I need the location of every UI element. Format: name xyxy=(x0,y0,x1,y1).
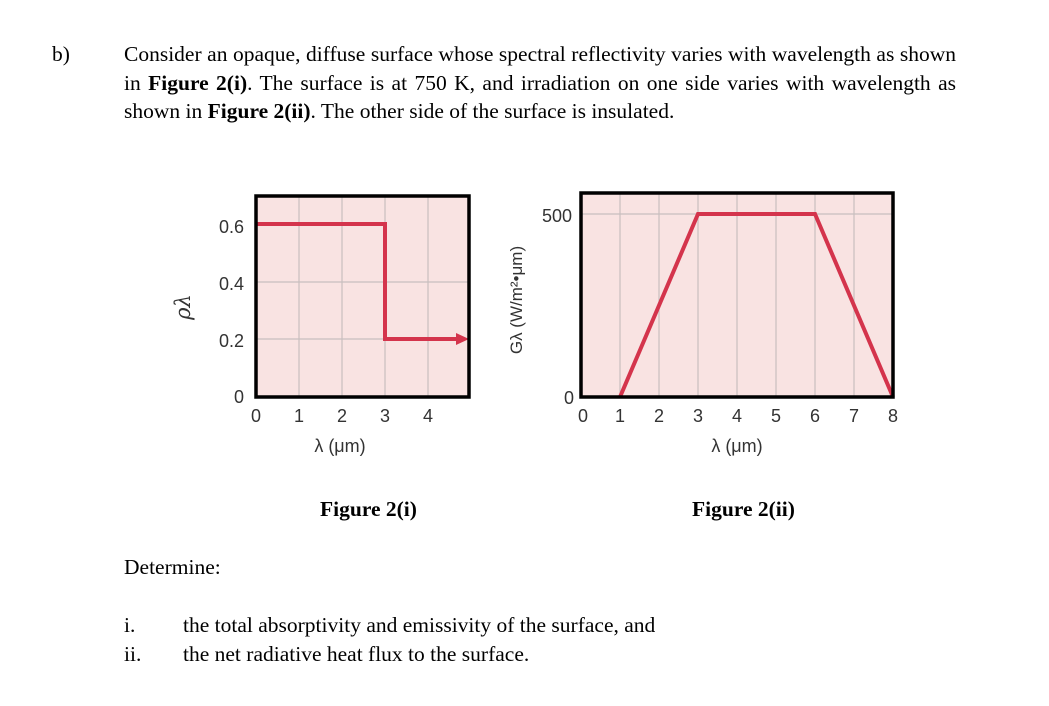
x-tick: 1 xyxy=(615,406,625,426)
x-tick: 8 xyxy=(888,406,898,426)
x-axis-label: λ (μm) xyxy=(711,436,762,456)
y-tick: 0.2 xyxy=(219,331,244,351)
reflectivity-line xyxy=(256,222,462,341)
y-axis-ticks: 500 0 xyxy=(542,206,574,408)
x-tick: 3 xyxy=(693,406,703,426)
y-axis-label: Gλ (W/m²•μm) xyxy=(507,246,526,354)
x-tick: 2 xyxy=(654,406,664,426)
figure-caption-2: Figure 2(ii) xyxy=(692,497,795,521)
arrow-head-icon xyxy=(456,333,469,345)
item-text: the total absorptivity and emissivity of… xyxy=(183,613,656,637)
determine-heading: Determine: xyxy=(124,555,221,579)
question-text-part: . The other side of the surface is insul… xyxy=(310,99,675,123)
question-text-part: . The surface is at 750 K, and irradiati… xyxy=(124,70,956,124)
irradiation-line xyxy=(618,212,895,398)
item-number: ii. xyxy=(124,642,142,666)
x-tick: 3 xyxy=(380,406,390,426)
figure-caption-1: Figure 2(i) xyxy=(320,497,417,521)
x-tick: 5 xyxy=(771,406,781,426)
x-tick: 4 xyxy=(423,406,433,426)
irradiation-chart: 500 0 0 1 2 3 4 5 6 7 8 λ (μm) Gλ (W/m²•… xyxy=(507,191,898,456)
plot-frame xyxy=(254,194,471,399)
x-tick: 6 xyxy=(810,406,820,426)
x-tick: 0 xyxy=(251,406,261,426)
y-tick: 0 xyxy=(564,388,574,408)
question-text-part: Consider an opaque, diffuse surface whos… xyxy=(124,42,956,95)
question-label: b) xyxy=(52,42,70,66)
reflectivity-chart: 0.6 0.4 0.2 0 0 1 2 3 4 λ (μm) ρλ xyxy=(171,194,471,456)
y-axis-ticks: 0.6 0.4 0.2 0 xyxy=(219,217,244,407)
y-tick: 0.4 xyxy=(219,274,244,294)
x-axis-label: λ (μm) xyxy=(314,436,365,456)
x-tick: 7 xyxy=(849,406,859,426)
x-tick: 0 xyxy=(578,406,588,426)
plot-area xyxy=(256,196,469,397)
x-axis-ticks: 0 1 2 3 4 5 6 7 8 xyxy=(578,406,898,426)
y-axis-label: ρλ xyxy=(171,294,195,321)
item-number: i. xyxy=(124,613,136,637)
y-tick: 0 xyxy=(234,387,244,407)
y-tick: 500 xyxy=(542,206,572,226)
figure-ref-1: Figure 2(i) xyxy=(148,70,248,95)
x-tick: 1 xyxy=(294,406,304,426)
x-tick: 4 xyxy=(732,406,742,426)
plot-frame xyxy=(579,191,895,399)
y-tick: 0.6 xyxy=(219,217,244,237)
question-text: Consider an opaque, diffuse surface whos… xyxy=(124,40,956,126)
x-tick: 2 xyxy=(337,406,347,426)
figure-ref-2: Figure 2(ii) xyxy=(207,99,311,123)
item-text: the net radiative heat flux to the surfa… xyxy=(183,642,530,666)
x-axis-ticks: 0 1 2 3 4 xyxy=(251,406,433,426)
